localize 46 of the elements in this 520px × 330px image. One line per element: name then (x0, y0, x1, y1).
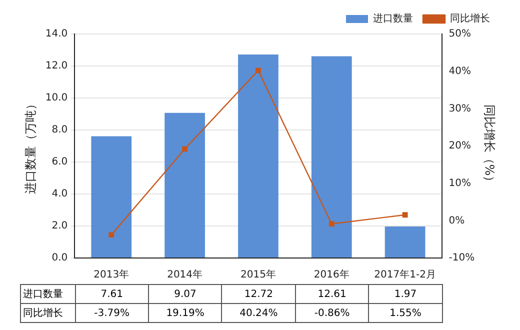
legend-label: 同比增长 (450, 12, 490, 25)
bar (164, 112, 205, 258)
point (182, 146, 188, 152)
data-label: -0.86% (295, 304, 369, 322)
y-tick-label: 12.0 (45, 60, 68, 72)
y2-axis-title: 同比增长（%） (482, 104, 497, 188)
point (108, 232, 114, 238)
bar (384, 226, 426, 258)
y2-tick-label: 20% (448, 140, 471, 152)
y2-tick-label: 40% (448, 66, 471, 77)
data-label: 9.07 (148, 284, 222, 304)
y-tick-label: 6.0 (52, 156, 68, 168)
y-tick-label: 0.0 (52, 252, 68, 264)
point (402, 212, 408, 218)
y2-tick-label: 50% (448, 28, 471, 40)
y2-tick-label: 30% (448, 103, 471, 114)
y-tick-label: 8.0 (52, 124, 68, 136)
data-label: 7.61 (75, 284, 149, 304)
data-label: 12.61 (295, 284, 369, 304)
x-tick-label: 2013年 (94, 268, 130, 281)
x-tick-label: 2016年 (314, 268, 350, 281)
data-label: 19.19% (148, 304, 222, 322)
y-axis-title: 进口数量（万吨） (23, 98, 38, 194)
text: 进口数量 (23, 289, 63, 300)
x-tick-label: 2015年 (240, 268, 276, 281)
data-label: 1.55% (368, 304, 442, 322)
x-tick-label: 2017年1-2月 (374, 268, 436, 281)
point (328, 221, 334, 227)
bar (311, 56, 352, 258)
y-tick-label: 14.0 (45, 28, 68, 40)
x-tick-label: 2014年 (167, 268, 203, 281)
data-label: 40.24% (222, 304, 296, 322)
text: 同比增长 (23, 308, 63, 319)
data-label: 1.97 (368, 284, 442, 304)
bar (91, 136, 132, 258)
y-tick-label: 10.0 (45, 92, 68, 104)
y2-tick-label: -10% (448, 252, 475, 264)
legend-label: 进口数量 (373, 12, 413, 25)
point (255, 68, 261, 74)
y2-tick-label: 10% (448, 178, 471, 189)
data-label: 12.72 (222, 284, 296, 304)
bar (238, 54, 278, 258)
y-tick-label: 2.0 (52, 220, 68, 232)
data-label: -3.79% (75, 304, 149, 322)
y2-tick-label: 0% (448, 215, 465, 226)
y-tick-label: 4.0 (52, 188, 68, 200)
